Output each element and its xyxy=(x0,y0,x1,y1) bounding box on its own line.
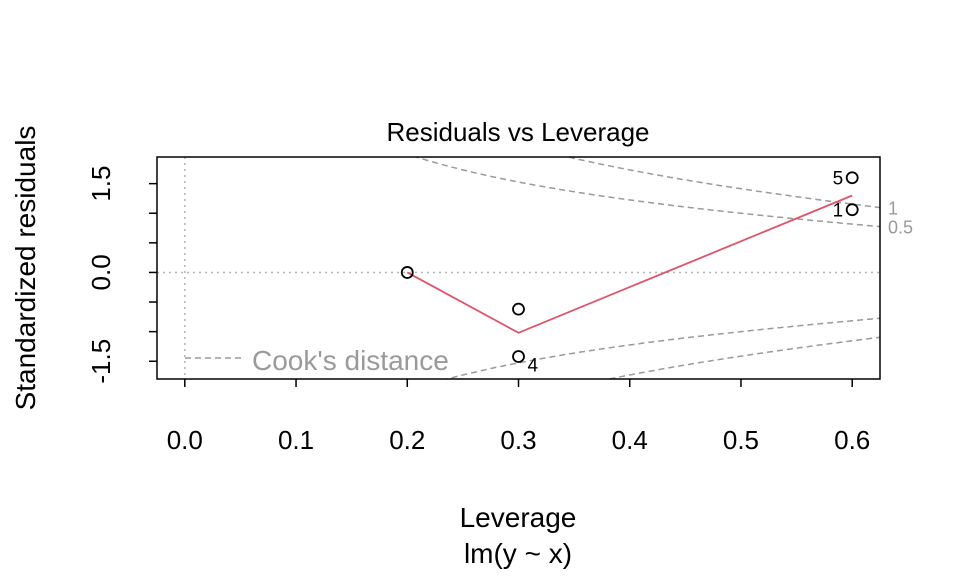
x-tick-label: 0.3 xyxy=(500,425,536,455)
x-tick-label: 0.5 xyxy=(723,425,759,455)
smoother-layer xyxy=(406,194,853,334)
legend: Cook's distance xyxy=(185,345,449,376)
x-axis-label: Leverage xyxy=(460,502,577,533)
data-point-2 xyxy=(512,302,525,316)
axes: 0.0 0.1 0.2 0.3 0.4 0.5 0.6 -1.5 0.0 1.5 xyxy=(86,166,870,455)
data-point-1 xyxy=(400,266,414,279)
reference-lines xyxy=(157,157,880,379)
cooks-distance-curves: 0.51 xyxy=(414,157,913,379)
cooks-level-label: 0.5 xyxy=(888,218,913,238)
point-label: 1 xyxy=(833,201,844,222)
chart-title: Residuals vs Leverage xyxy=(386,117,649,147)
x-tick-label: 0.0 xyxy=(167,425,203,455)
model-formula: lm(y ~ x) xyxy=(464,538,572,569)
x-tick-label: 0.4 xyxy=(612,425,648,455)
points-layer: 4 1 5 xyxy=(400,169,859,377)
x-tick-label: 0.1 xyxy=(278,425,314,455)
x-tick-label: 0.2 xyxy=(389,425,425,455)
data-point-3 xyxy=(512,350,525,363)
point-label: 4 xyxy=(528,356,539,377)
data-point-5 xyxy=(845,171,859,185)
point-label: 5 xyxy=(833,169,844,190)
cooks-curve-0.5-lower xyxy=(444,317,880,379)
y-axis-label: Standardized residuals xyxy=(10,126,41,411)
data-point-4 xyxy=(845,203,859,217)
cooks-curve-1-lower xyxy=(605,336,880,379)
smoother-line xyxy=(406,194,853,334)
cooks-curve-1-upper xyxy=(565,157,880,209)
cooks-level-label: 1 xyxy=(888,199,898,219)
x-tick-label: 0.6 xyxy=(834,425,870,455)
y-tick-label: -1.5 xyxy=(86,339,116,384)
y-tick-label: 1.5 xyxy=(86,166,116,202)
cooks-curve-0.5-upper xyxy=(414,157,880,228)
legend-text: Cook's distance xyxy=(252,345,449,376)
y-tick-label: 0.0 xyxy=(86,254,116,290)
